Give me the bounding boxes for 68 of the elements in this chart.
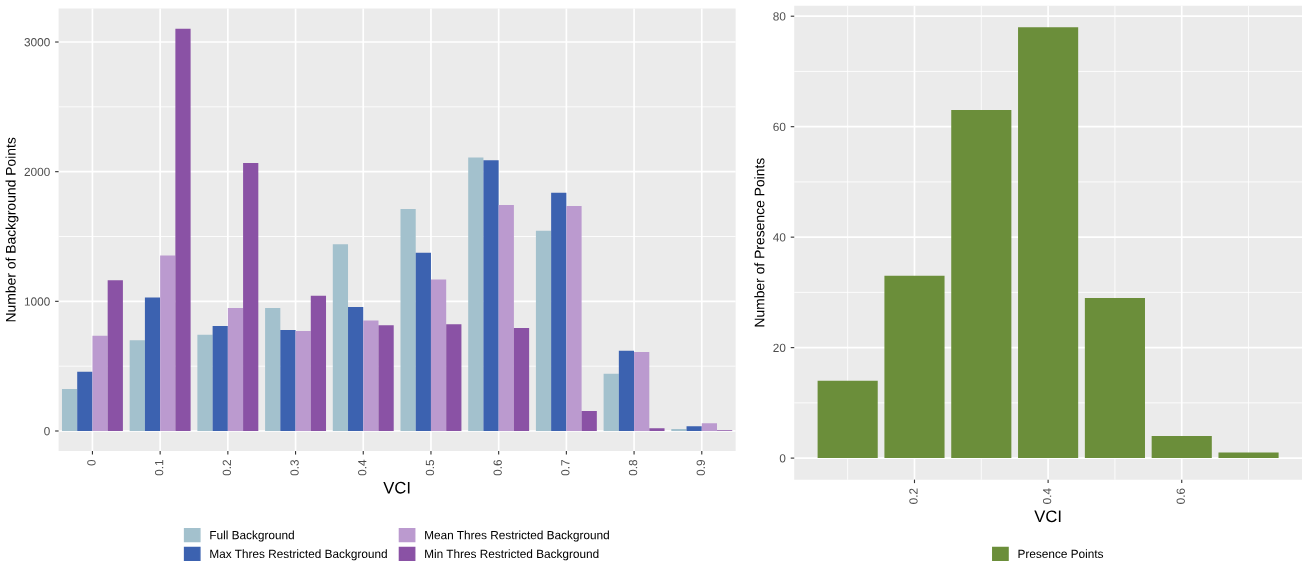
y-axis-title: Number of Presence Points (754, 158, 765, 327)
bar (227, 307, 244, 431)
bar (483, 160, 499, 431)
x-tick-label: 0.8 (628, 459, 638, 476)
bar (197, 334, 213, 431)
y-tick-label: 1000 (24, 297, 50, 306)
y-tick-label: 3000 (24, 38, 50, 47)
bar (243, 163, 259, 431)
y-tick-label: 60 (773, 122, 786, 132)
bar (295, 330, 311, 431)
bar (77, 371, 93, 431)
x-tick-label: 0.1 (154, 460, 164, 476)
bar (348, 307, 364, 431)
bar (310, 295, 327, 431)
x-tick-label: 0.4 (358, 459, 367, 476)
bar (634, 351, 650, 431)
x-tick-label: 0.6 (1176, 488, 1185, 504)
bar (618, 350, 635, 431)
bar (535, 230, 552, 431)
y-tick-label: 80 (773, 12, 786, 21)
x-tick-label: 0.6 (493, 459, 502, 476)
bar (107, 280, 123, 431)
bar (400, 208, 416, 431)
bar (566, 206, 582, 431)
y-tick-label: 2000 (24, 167, 50, 177)
x-tick-label: 0.2 (222, 460, 232, 476)
x-tick-label: 0.7 (561, 460, 570, 476)
bar (701, 423, 718, 431)
bar (175, 28, 191, 431)
bar (129, 340, 145, 431)
bar (430, 279, 447, 431)
bar (446, 324, 462, 431)
y-tick-label: 0 (44, 427, 50, 436)
bar (513, 328, 530, 431)
bar (160, 255, 176, 431)
bar (61, 388, 78, 431)
x-tick-label: 0.5 (425, 459, 435, 476)
bar (649, 428, 665, 431)
bar (498, 205, 514, 431)
bar (363, 320, 379, 431)
x-tick-label: 0.2 (909, 488, 918, 504)
x-tick-label: 0.9 (696, 459, 705, 476)
y-tick-label: 40 (773, 233, 786, 242)
bar (378, 325, 394, 431)
bar (265, 307, 281, 431)
x-axis-title: VCI (383, 481, 410, 494)
bar (92, 335, 108, 431)
bar (212, 326, 228, 431)
x-axis-title: VCI (1034, 510, 1061, 523)
y-tick-label: 20 (773, 343, 786, 353)
bar (332, 244, 349, 431)
legend-label: Full Background (210, 530, 294, 542)
legend-label: Mean Thres Restricted Background (425, 530, 609, 542)
x-tick-label: 0.3 (290, 459, 299, 476)
bar (551, 192, 567, 431)
x-tick-label: 0 (87, 459, 96, 466)
bar (468, 157, 484, 431)
legend-label: Max Thres Restricted Background (210, 549, 387, 561)
x-tick-label: 0.4 (1042, 488, 1052, 504)
bar (686, 426, 702, 431)
bar (415, 252, 431, 431)
bar (581, 411, 597, 431)
y-axis-title: Number of Background Points (5, 137, 19, 322)
legend-label: Min Thres Restricted Background (425, 549, 599, 561)
bar (144, 297, 161, 431)
bar (280, 329, 296, 431)
legend-label: Presence Points (1018, 549, 1104, 559)
bar (603, 373, 619, 431)
